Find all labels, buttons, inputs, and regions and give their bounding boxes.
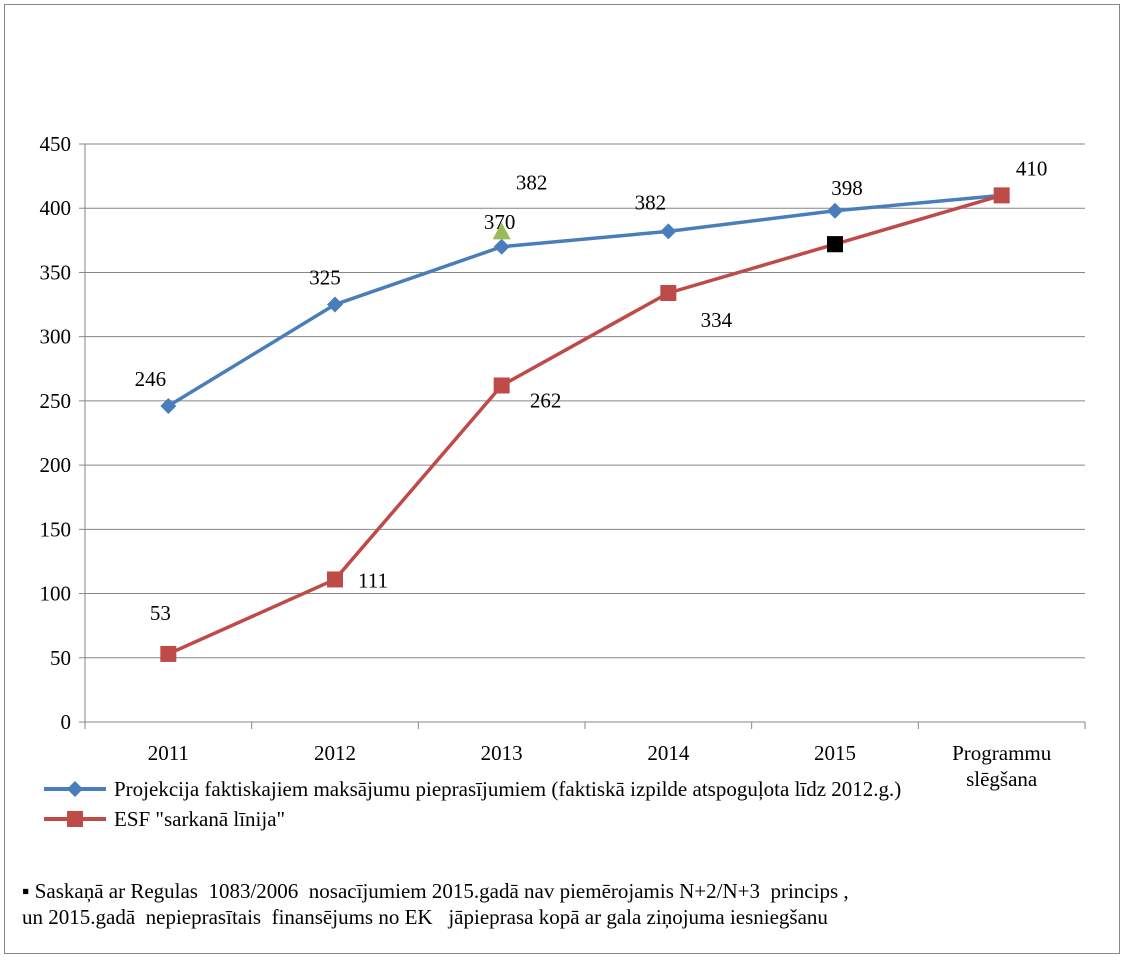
series-line-0 [167,193,1002,408]
data-label: 370 [484,210,516,234]
legend-item-projection: Projekcija faktiskajiem maksājumu piepra… [42,776,942,802]
extra-point-1 [827,236,843,253]
data-label: 246 [135,367,167,391]
x-tick-label: Programmu slēgšana [952,741,1052,791]
y-tick-label: 400 [40,196,72,220]
legend-label-projection: Projekcija faktiskajiem maksājumu piepra… [114,777,902,801]
series-1-point [327,571,343,588]
series-1-point [493,377,510,394]
series-1-point [993,187,1010,204]
chart-frame [4,4,1120,954]
data-label: 262 [530,388,562,412]
y-tick-label: 300 [40,325,72,349]
gridlines [85,143,1085,659]
data-label: 111 [358,568,388,592]
legend-label-esf: ESF "sarkanā līnija" [114,807,286,831]
x-tick-label: 2014 [647,741,690,765]
x-tick-labels: 2011 2012 2013 2014 2015 Programmu slēgšana [148,741,1052,791]
x-tick-label: 2015 [814,741,856,765]
y-tick-label: 100 [40,582,72,606]
y-tick-label: 150 [40,517,72,541]
data-label: 325 [309,266,341,290]
y-tick-label: 0 [61,710,72,734]
x-tick-label: 2012 [314,741,356,765]
data-label: 398 [831,176,863,200]
y-tick-label: 50 [50,646,71,670]
y-tick-label: 450 [40,132,72,156]
data-label: 410 [1016,156,1048,180]
y-tick-label: 200 [40,453,72,477]
series-1-point [660,284,677,301]
series-line-1 [167,193,1003,656]
data-label: 53 [150,601,171,625]
legend: Projekcija faktiskajiem maksājumu piepra… [42,776,942,832]
series-markers [160,187,1010,662]
data-label: 334 [701,308,733,332]
series-0-point [827,202,843,219]
y-tick-label: 250 [40,389,72,413]
y-tick-labels: 0 50 100 150 200 250 300 350 400 450 [40,132,72,734]
series-lines [167,193,1003,656]
legend-swatch-projection [44,781,106,797]
y-tick-label: 350 [40,260,72,284]
x-tick-label: 2011 [148,741,189,765]
footnote: ▪ Saskaņā ar Regulas 1083/2006 nosacījum… [22,879,849,929]
series-1-point [160,645,177,662]
data-label: 382 [635,190,667,214]
series-0-point [493,238,510,255]
legend-swatch-esf [44,811,106,827]
axes [79,143,1086,729]
legend-item-esf: ESF "sarkanā līnija" [42,806,942,832]
series-0-point [160,398,177,415]
series-0-point [327,296,343,313]
data-label: 382 [516,170,548,194]
extra-point-0 [492,222,511,240]
x-tick-label: 2013 [481,741,523,765]
series-0-point [660,223,677,240]
